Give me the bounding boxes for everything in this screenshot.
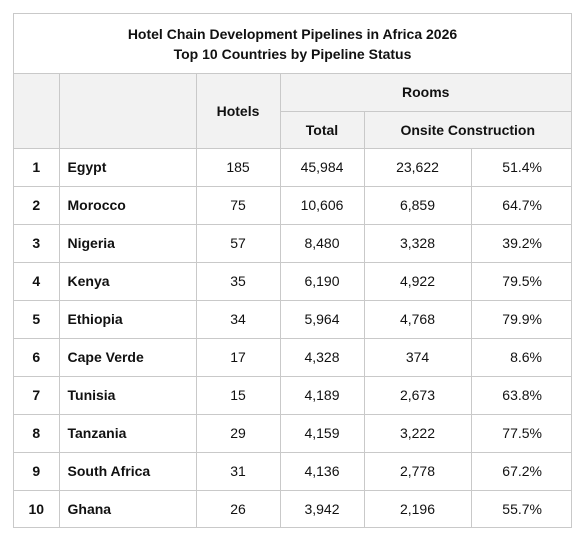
country-cell: Ethiopia <box>58 299 197 339</box>
onsite-rooms-cell: 2,196 <box>363 489 472 528</box>
total-rooms-cell: 4,328 <box>279 337 365 377</box>
rank-cell: 3 <box>14 223 60 263</box>
table-row: 9 South Africa 31 4,136 2,778 67.2% <box>14 451 571 491</box>
rank-cell: 2 <box>14 185 60 225</box>
pipeline-table: Hotels Rooms Total Onsite Construction 1… <box>14 74 571 528</box>
table-row: 6 Cape Verde 17 4,328 374 8.6% <box>14 337 571 377</box>
onsite-percent-cell: 77.5% <box>470 413 571 453</box>
table-row: 7 Tunisia 15 4,189 2,673 63.8% <box>14 375 571 415</box>
total-header: Total <box>280 110 365 149</box>
rooms-header: Rooms <box>279 74 571 112</box>
table-body: 1 Egypt 185 45,984 23,622 51.4% 2 Morocco 75 10,6… <box>14 147 571 528</box>
total-rooms-cell: 4,189 <box>279 375 365 415</box>
table-row: 1 Egypt 185 45,984 23,622 51.4% <box>14 147 571 187</box>
onsite-rooms-cell: 6,859 <box>363 185 472 225</box>
rank-cell: 1 <box>14 147 60 187</box>
onsite-rooms-cell: 4,768 <box>363 299 472 339</box>
rank-header <box>14 74 60 149</box>
onsite-rooms-cell: 2,673 <box>363 375 472 415</box>
onsite-percent-cell: 64.7% <box>470 185 571 225</box>
hotels-header: Hotels <box>195 74 281 149</box>
table-row: 3 Nigeria 57 8,480 3,328 39.2% <box>14 223 571 263</box>
rank-cell: 8 <box>14 413 60 453</box>
onsite-percent-cell: 51.4% <box>470 147 571 187</box>
hotels-cell: 185 <box>195 147 281 187</box>
hotels-cell: 75 <box>195 185 281 225</box>
pipeline-table-card: Hotel Chain Development Pipelines in Afr… <box>13 13 572 528</box>
table-row: 4 Kenya 35 6,190 4,922 79.5% <box>14 261 571 301</box>
table-row: 8 Tanzania 29 4,159 3,222 77.5% <box>14 413 571 453</box>
hotels-cell: 26 <box>195 489 281 528</box>
hotels-cell: 15 <box>195 375 281 415</box>
total-rooms-cell: 10,606 <box>279 185 365 225</box>
onsite-rooms-cell: 374 <box>363 337 472 377</box>
hotels-cell: 35 <box>195 261 281 301</box>
hotels-cell: 31 <box>195 451 281 491</box>
onsite-percent-cell: 8.6% <box>470 337 571 377</box>
onsite-percent-cell: 79.9% <box>470 299 571 339</box>
onsite-rooms-cell: 4,922 <box>363 261 472 301</box>
country-cell: Tanzania <box>58 413 197 453</box>
total-rooms-cell: 8,480 <box>279 223 365 263</box>
hotels-cell: 17 <box>195 337 281 377</box>
total-rooms-cell: 45,984 <box>279 147 365 187</box>
country-cell: Tunisia <box>58 375 197 415</box>
country-cell: Kenya <box>58 261 197 301</box>
onsite-percent-cell: 79.5% <box>470 261 571 301</box>
hotels-cell: 57 <box>195 223 281 263</box>
country-cell: Morocco <box>58 185 197 225</box>
onsite-construction-header: Onsite Construction <box>363 110 571 149</box>
country-cell: Ghana <box>58 489 197 528</box>
country-cell: South Africa <box>58 451 197 491</box>
rank-cell: 6 <box>14 337 60 377</box>
total-rooms-cell: 3,942 <box>279 489 365 528</box>
onsite-percent-cell: 55.7% <box>470 489 571 528</box>
onsite-rooms-cell: 3,222 <box>363 413 472 453</box>
rank-cell: 9 <box>14 451 60 491</box>
table-subtitle: Top 10 Countries by Pipeline Status <box>173 45 412 62</box>
onsite-percent-cell: 39.2% <box>470 223 571 263</box>
table-row: 10 Ghana 26 3,942 2,196 55.7% <box>14 489 571 528</box>
rank-cell: 4 <box>14 261 60 301</box>
table-row: 2 Morocco 75 10,606 6,859 64.7% <box>14 185 571 225</box>
onsite-percent-cell: 63.8% <box>470 375 571 415</box>
table-row: 5 Ethiopia 34 5,964 4,768 79.9% <box>14 299 571 339</box>
table-caption: Hotel Chain Development Pipelines in Afr… <box>14 14 571 74</box>
total-rooms-cell: 4,136 <box>279 451 365 491</box>
total-rooms-cell: 6,190 <box>279 261 365 301</box>
onsite-percent-cell: 67.2% <box>470 451 571 491</box>
hotels-cell: 34 <box>195 299 281 339</box>
total-rooms-cell: 5,964 <box>279 299 365 339</box>
country-cell: Egypt <box>58 147 197 187</box>
rank-cell: 5 <box>14 299 60 339</box>
rank-cell: 7 <box>14 375 60 415</box>
onsite-rooms-cell: 2,778 <box>363 451 472 491</box>
hotels-cell: 29 <box>195 413 281 453</box>
table-title: Hotel Chain Development Pipelines in Afr… <box>127 25 458 42</box>
onsite-rooms-cell: 23,622 <box>363 147 472 187</box>
country-header <box>58 74 197 149</box>
onsite-rooms-cell: 3,328 <box>363 223 472 263</box>
total-rooms-cell: 4,159 <box>279 413 365 453</box>
rank-cell: 10 <box>14 489 60 528</box>
country-cell: Cape Verde <box>58 337 197 377</box>
country-cell: Nigeria <box>58 223 197 263</box>
